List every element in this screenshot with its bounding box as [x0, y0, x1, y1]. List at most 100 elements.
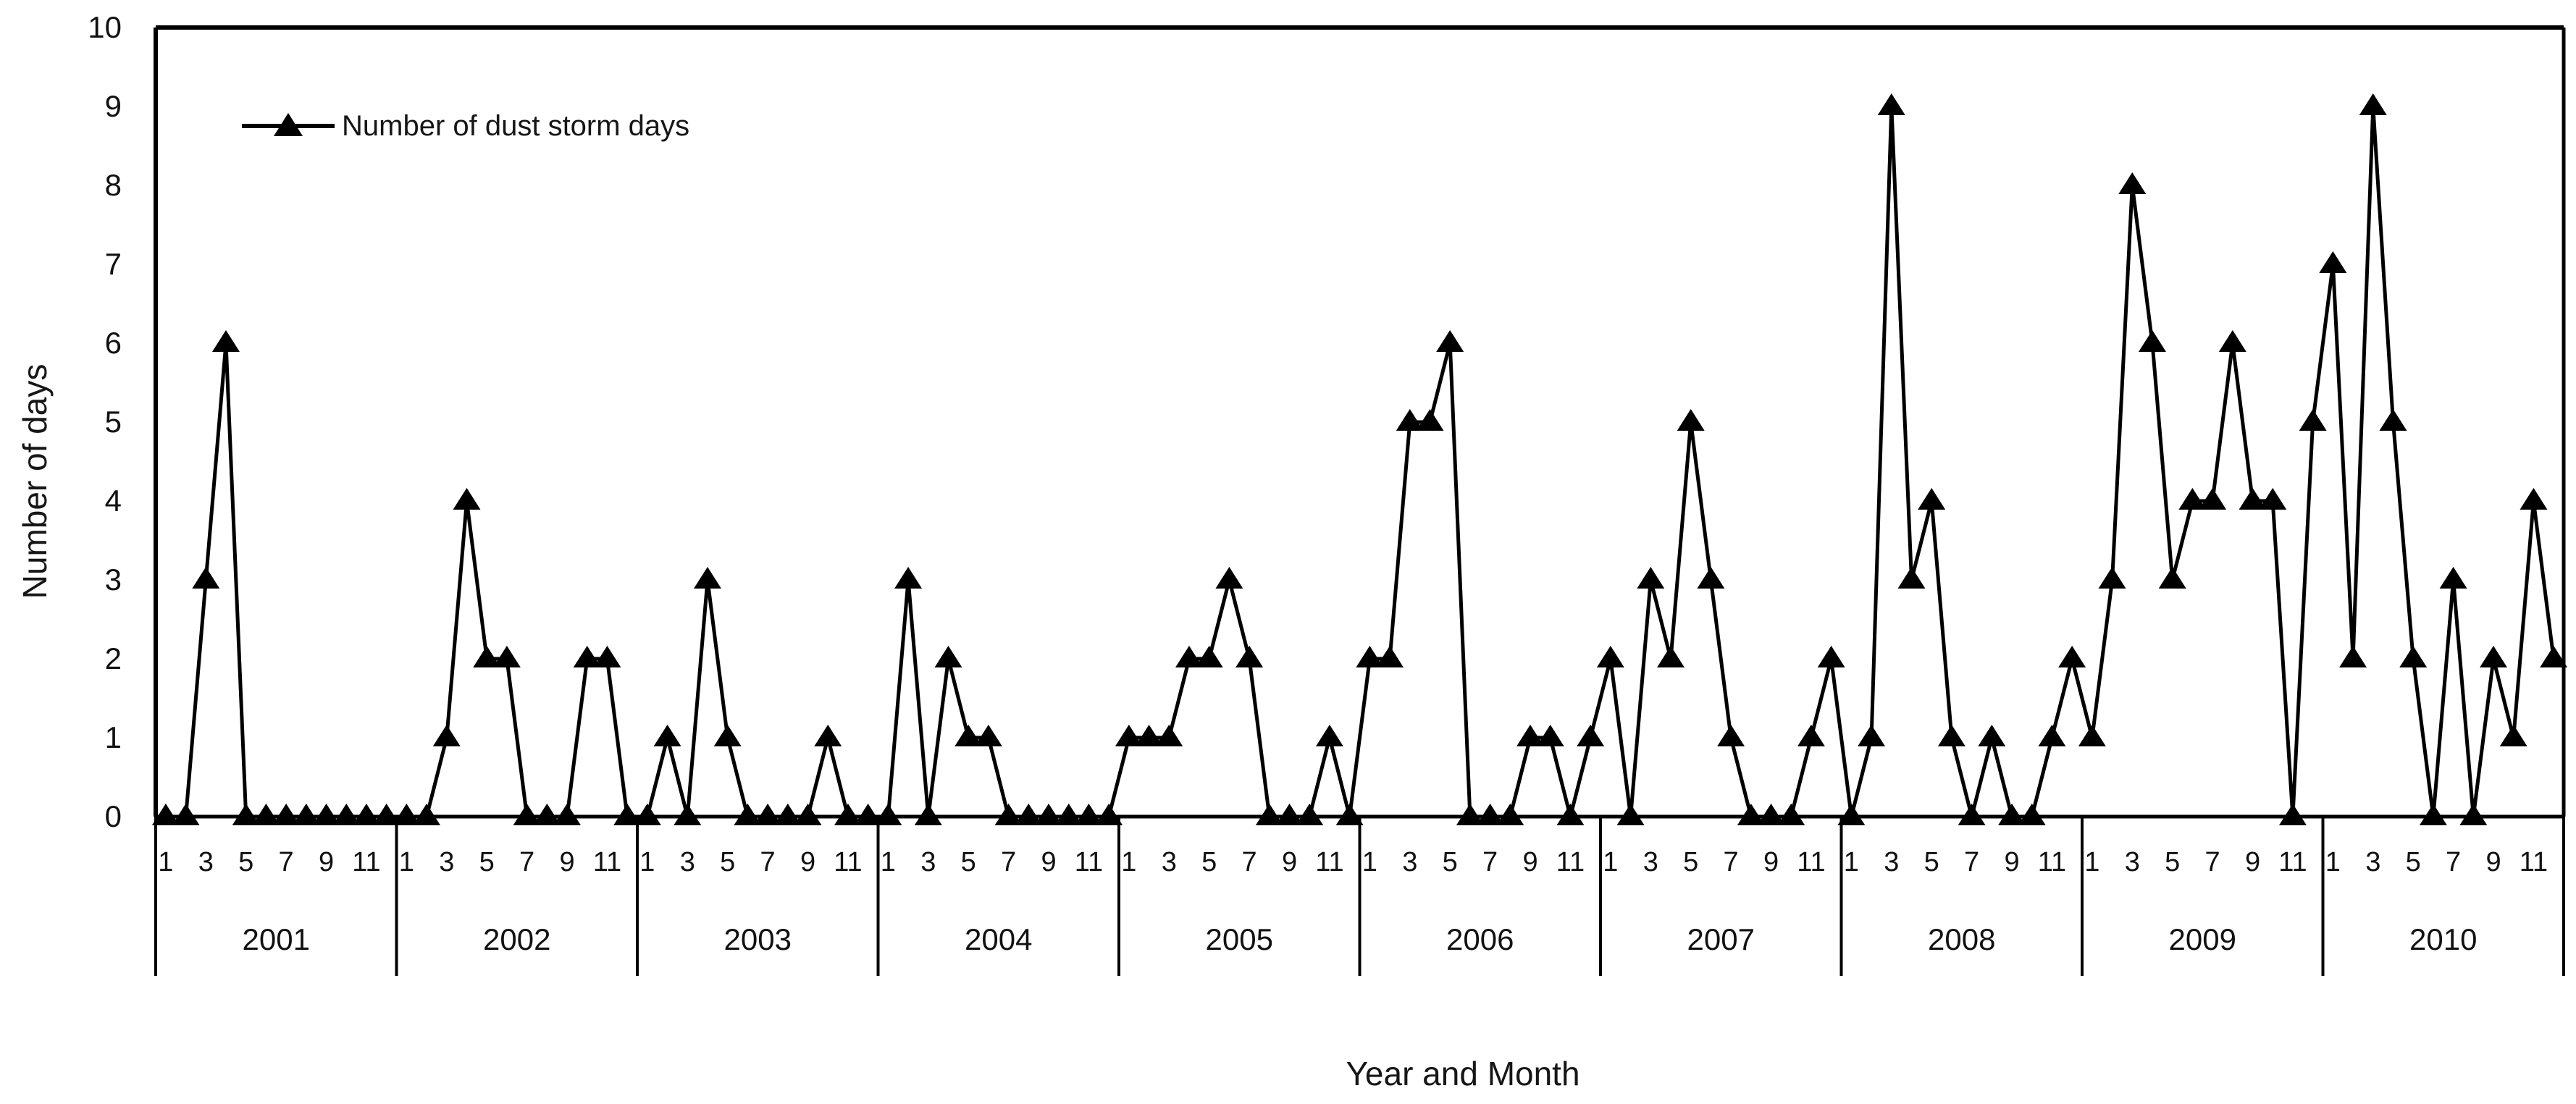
data-point-marker [894, 567, 923, 589]
data-point-marker [2480, 646, 2508, 667]
data-point-marker [2259, 488, 2287, 510]
data-point-marker [1035, 804, 1063, 825]
month-tick-label: 11 [1556, 847, 1585, 877]
data-point-marker [1637, 567, 1665, 589]
data-point-marker [513, 804, 541, 825]
data-point-marker [2178, 488, 2207, 510]
year-label: 2002 [483, 922, 550, 956]
data-point-marker [1797, 725, 1825, 746]
data-point-marker [1536, 725, 1564, 746]
data-point-marker [1315, 725, 1343, 746]
data-point-marker [2439, 567, 2467, 589]
month-tick-label: 9 [1763, 847, 1779, 877]
month-tick-label: 5 [1683, 847, 1698, 877]
data-point-marker [2158, 567, 2186, 589]
data-point-marker [1255, 804, 1283, 825]
month-tick-label: 11 [2278, 847, 2307, 877]
y-tick-label: 0 [105, 799, 122, 833]
legend-line-triangle-icon [242, 113, 335, 136]
month-tick-label: 5 [720, 847, 735, 877]
data-point-marker [2218, 330, 2246, 352]
data-point-marker [2319, 251, 2347, 273]
data-point-marker [453, 488, 481, 510]
month-tick-label: 7 [760, 847, 776, 877]
data-point-marker [1937, 725, 1965, 746]
month-tick-label: 3 [2125, 847, 2140, 877]
month-tick-label: 5 [238, 847, 253, 877]
data-point-marker [674, 804, 702, 825]
y-tick-label: 5 [105, 405, 122, 439]
data-point-marker [1516, 725, 1545, 746]
month-tick-label: 11 [2038, 847, 2066, 877]
data-point-marker [1998, 804, 2026, 825]
year-label: 2008 [1928, 922, 1995, 956]
data-point-marker [1958, 804, 1986, 825]
data-point-marker [1335, 804, 1364, 825]
year-label: 2006 [1446, 922, 1514, 956]
data-point-marker [1135, 725, 1163, 746]
data-point-marker [1235, 646, 1264, 667]
data-point-marker [1456, 804, 1484, 825]
month-tick-label: 1 [1121, 847, 1136, 877]
data-point-marker [934, 646, 962, 667]
data-point-marker [2058, 646, 2086, 667]
y-axis-title: Number of days [16, 363, 54, 599]
data-point-marker [1215, 567, 1243, 589]
month-tick-label: 9 [559, 847, 574, 877]
data-point-marker [1115, 725, 1143, 746]
data-point-marker [1175, 646, 1203, 667]
data-point-marker [633, 804, 661, 825]
month-tick-label: 1 [158, 847, 173, 877]
data-point-marker [2459, 804, 2488, 825]
data-point-marker [2540, 646, 2568, 667]
data-point-marker [432, 725, 461, 746]
month-tick-label: 7 [1242, 847, 1257, 877]
month-tick-label: 11 [1315, 847, 1343, 877]
year-label: 2009 [2169, 922, 2236, 956]
data-point-marker [814, 725, 842, 746]
month-tick-label: 5 [479, 847, 495, 877]
month-tick-label: 7 [1482, 847, 1498, 877]
data-point-marker [1777, 804, 1805, 825]
month-tick-label: 9 [319, 847, 334, 877]
data-point-marker [2018, 804, 2046, 825]
y-tick-label: 10 [88, 10, 122, 44]
data-point-marker [994, 804, 1023, 825]
data-point-marker [1075, 804, 1103, 825]
data-point-marker [2499, 725, 2527, 746]
data-point-marker [1296, 804, 1324, 825]
data-point-marker [734, 804, 762, 825]
data-point-marker [492, 646, 521, 667]
year-label: 2010 [2409, 922, 2477, 956]
month-tick-label: 3 [1643, 847, 1658, 877]
data-point-marker [2098, 567, 2126, 589]
month-tick-label: 1 [1844, 847, 1859, 877]
year-label: 2007 [1687, 922, 1755, 956]
month-tick-label: 5 [1201, 847, 1217, 877]
month-tick-label: 1 [2325, 847, 2341, 877]
data-point-marker [2199, 488, 2227, 510]
year-label: 2004 [965, 922, 1032, 956]
month-tick-label: 3 [439, 847, 454, 877]
y-tick-label: 8 [105, 168, 122, 202]
data-point-marker [413, 804, 441, 825]
y-tick-label: 2 [105, 641, 122, 675]
data-point-marker [332, 804, 361, 825]
data-point-marker [1436, 330, 1464, 352]
y-tick-label: 7 [105, 247, 122, 281]
month-tick-label: 1 [881, 847, 896, 877]
year-label: 2001 [243, 922, 310, 956]
data-point-marker [1737, 804, 1765, 825]
month-tick-label: 11 [593, 847, 621, 877]
data-point-marker [2239, 488, 2267, 510]
data-point-marker [211, 330, 240, 352]
data-point-marker [393, 804, 421, 825]
month-tick-label: 7 [519, 847, 534, 877]
month-tick-label: 7 [279, 847, 294, 877]
data-point-marker [1677, 409, 1705, 431]
series-line [165, 104, 2556, 819]
data-point-marker [974, 725, 1002, 746]
y-tick-label: 6 [105, 326, 122, 360]
